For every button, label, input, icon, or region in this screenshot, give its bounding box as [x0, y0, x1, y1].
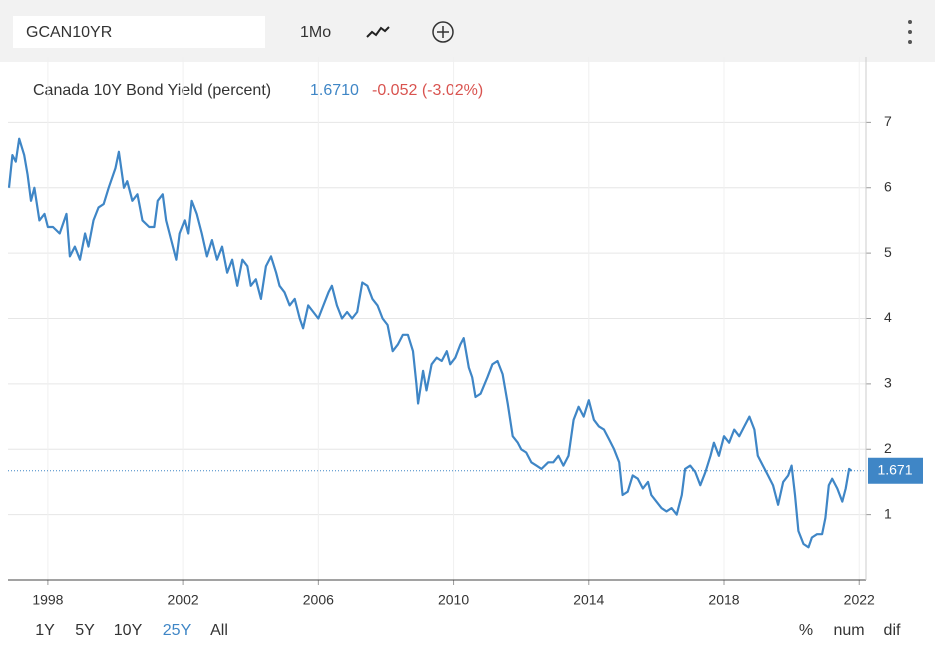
add-icon-plus	[437, 26, 449, 38]
y-tick-label: 6	[884, 178, 892, 194]
y-tick-label: 3	[884, 375, 892, 391]
range-button[interactable]: 5Y	[75, 622, 95, 639]
range-button[interactable]: All	[210, 622, 228, 639]
mode-button[interactable]: num	[833, 622, 864, 639]
chart-title: Canada 10Y Bond Yield (percent)	[33, 82, 271, 99]
x-tick-label: 2022	[844, 592, 875, 608]
x-tick-label: 2018	[708, 592, 739, 608]
y-tick-label: 1	[884, 505, 892, 521]
mode-button[interactable]: %	[799, 622, 813, 639]
symbol-input[interactable]	[13, 16, 265, 48]
menu-dot[interactable]	[908, 20, 912, 24]
line-series	[7, 137, 853, 549]
current-value-label: 1.671	[877, 461, 912, 477]
add-icon[interactable]	[432, 21, 454, 43]
frequency[interactable]: 1Mo	[300, 24, 331, 41]
menu-dot[interactable]	[908, 40, 912, 44]
change: -0.052 (-3.02%)	[372, 82, 483, 99]
x-tick-label: 2010	[438, 592, 469, 608]
y-tick-label: 2	[884, 440, 892, 456]
range-button[interactable]: 1Y	[35, 622, 55, 639]
x-tick-label: 2002	[168, 592, 199, 608]
y-tick-label: 5	[884, 244, 892, 260]
menu-dot[interactable]	[908, 30, 912, 34]
x-tick-label: 1998	[32, 592, 63, 608]
range-button[interactable]: 25Y	[163, 622, 192, 639]
y-tick-label: 7	[884, 113, 892, 129]
x-tick-label: 2014	[573, 592, 604, 608]
chart-type-icon[interactable]	[366, 26, 390, 38]
symbol[interactable]: GCAN10YR	[26, 24, 112, 41]
x-tick-label: 2006	[303, 592, 334, 608]
current-value-tag	[868, 457, 923, 484]
y-tick-label: 4	[884, 309, 892, 325]
mode-button[interactable]: dif	[884, 622, 901, 639]
range-button[interactable]: 10Y	[114, 622, 143, 639]
last-value: 1.6710	[310, 82, 359, 99]
